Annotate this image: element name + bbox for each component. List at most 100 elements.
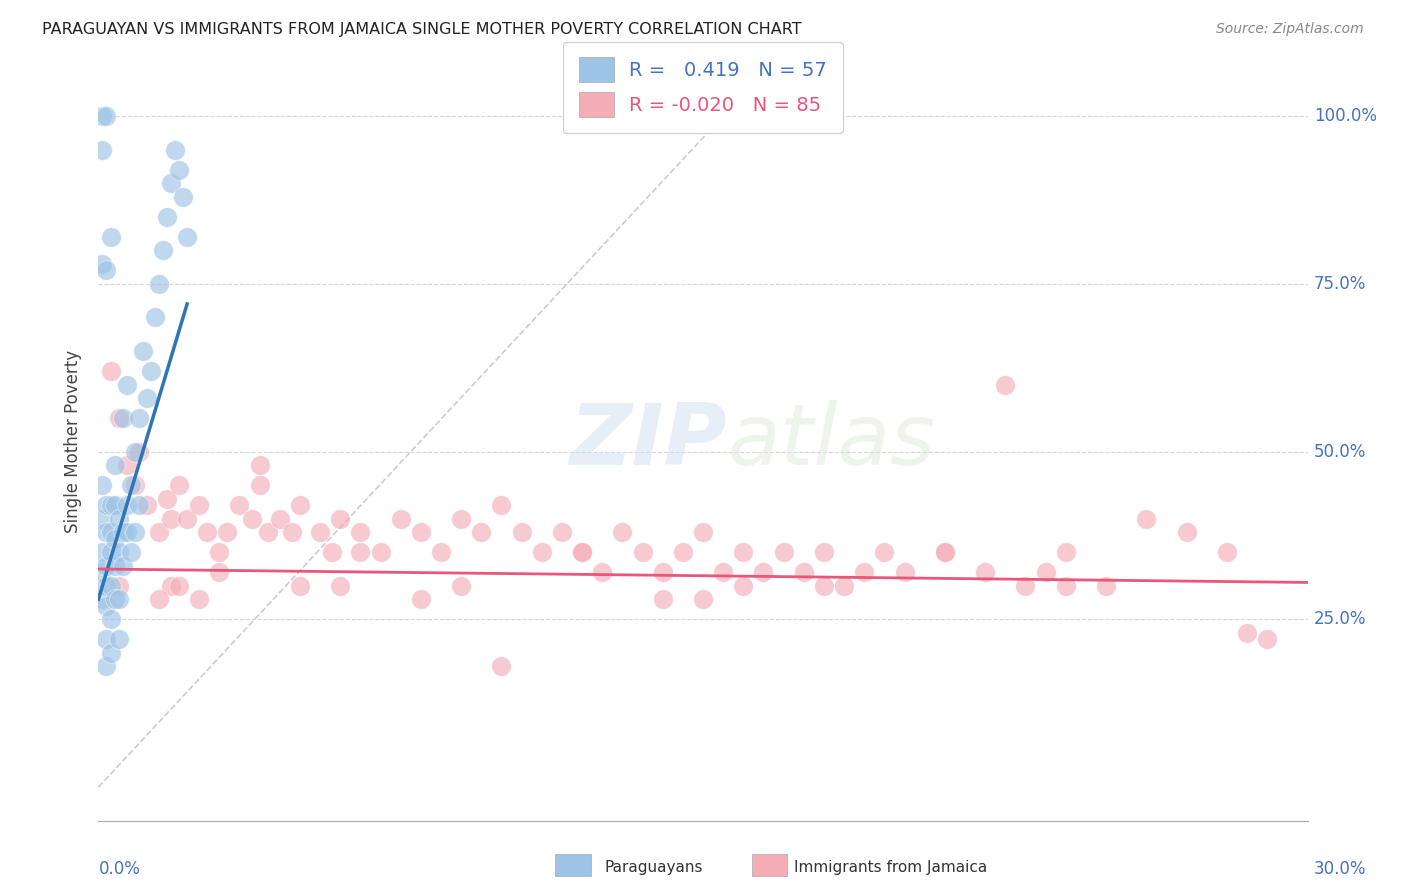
Point: [491, 498, 513, 512]
Point: [1256, 632, 1278, 647]
Text: 30.0%: 30.0%: [1313, 860, 1367, 878]
Point: [450, 512, 472, 526]
Point: [167, 579, 190, 593]
Point: [111, 411, 134, 425]
Point: [115, 377, 138, 392]
Point: [100, 646, 122, 660]
Point: [96, 599, 118, 613]
Point: [128, 444, 150, 458]
Point: [148, 277, 170, 291]
Point: [96, 263, 118, 277]
Point: [100, 579, 122, 593]
Point: [107, 632, 129, 647]
Point: [832, 579, 855, 593]
Point: [349, 545, 371, 559]
Point: [1035, 566, 1057, 580]
Point: [100, 364, 122, 378]
Point: [167, 162, 190, 177]
Point: [128, 411, 150, 425]
Point: [96, 109, 118, 123]
Point: [111, 558, 134, 573]
Point: [217, 525, 239, 540]
Point: [107, 579, 129, 593]
Point: [288, 498, 311, 512]
Y-axis label: Single Mother Poverty: Single Mother Poverty: [65, 350, 83, 533]
Point: [124, 525, 146, 540]
Point: [208, 566, 231, 580]
Point: [124, 444, 146, 458]
Point: [240, 512, 263, 526]
Point: [100, 545, 122, 559]
Point: [934, 545, 956, 559]
Point: [160, 579, 183, 593]
Text: atlas: atlas: [727, 400, 935, 483]
Point: [91, 478, 114, 492]
Text: 75.0%: 75.0%: [1313, 275, 1367, 293]
Point: [934, 545, 956, 559]
Text: PARAGUAYAN VS IMMIGRANTS FROM JAMAICA SINGLE MOTHER POVERTY CORRELATION CHART: PARAGUAYAN VS IMMIGRANTS FROM JAMAICA SI…: [42, 22, 801, 37]
Point: [370, 545, 392, 559]
Point: [651, 592, 673, 607]
Point: [409, 592, 432, 607]
Point: [167, 478, 190, 492]
Point: [672, 545, 695, 559]
Legend: R =   0.419   N = 57, R = -0.020   N = 85: R = 0.419 N = 57, R = -0.020 N = 85: [564, 42, 842, 133]
Point: [188, 592, 211, 607]
Point: [733, 545, 755, 559]
Point: [91, 109, 114, 123]
Text: 100.0%: 100.0%: [1313, 107, 1376, 125]
Point: [994, 377, 1017, 392]
Point: [172, 189, 194, 203]
Point: [91, 566, 114, 580]
Point: [188, 498, 211, 512]
Point: [256, 525, 278, 540]
Point: [195, 525, 218, 540]
Point: [160, 176, 183, 190]
Point: [91, 257, 114, 271]
Point: [752, 566, 775, 580]
Point: [711, 566, 734, 580]
Point: [176, 512, 198, 526]
Point: [100, 498, 122, 512]
Point: [111, 525, 134, 540]
Text: 50.0%: 50.0%: [1313, 442, 1367, 460]
Point: [156, 210, 179, 224]
Point: [269, 512, 291, 526]
Point: [1054, 545, 1077, 559]
Point: [91, 592, 114, 607]
Point: [692, 592, 714, 607]
Point: [349, 525, 371, 540]
Point: [148, 525, 170, 540]
Point: [321, 545, 343, 559]
Point: [120, 545, 142, 559]
Point: [96, 525, 118, 540]
Point: [107, 512, 129, 526]
Point: [96, 579, 118, 593]
Point: [1236, 625, 1258, 640]
Point: [1216, 545, 1239, 559]
Point: [853, 566, 876, 580]
Point: [91, 545, 114, 559]
Point: [156, 491, 179, 506]
Point: [249, 458, 271, 472]
Point: [148, 592, 170, 607]
Point: [389, 512, 412, 526]
Point: [176, 230, 198, 244]
Text: 25.0%: 25.0%: [1313, 610, 1367, 628]
Point: [409, 525, 432, 540]
Point: [651, 566, 673, 580]
Point: [107, 592, 129, 607]
Point: [103, 532, 125, 546]
Point: [733, 579, 755, 593]
Point: [813, 545, 835, 559]
Point: [1014, 579, 1036, 593]
Point: [873, 545, 896, 559]
Point: [107, 545, 129, 559]
Point: [309, 525, 332, 540]
Point: [115, 458, 138, 472]
Point: [1135, 512, 1157, 526]
Point: [91, 512, 114, 526]
Point: [103, 498, 125, 512]
Point: [96, 498, 118, 512]
Point: [103, 558, 125, 573]
